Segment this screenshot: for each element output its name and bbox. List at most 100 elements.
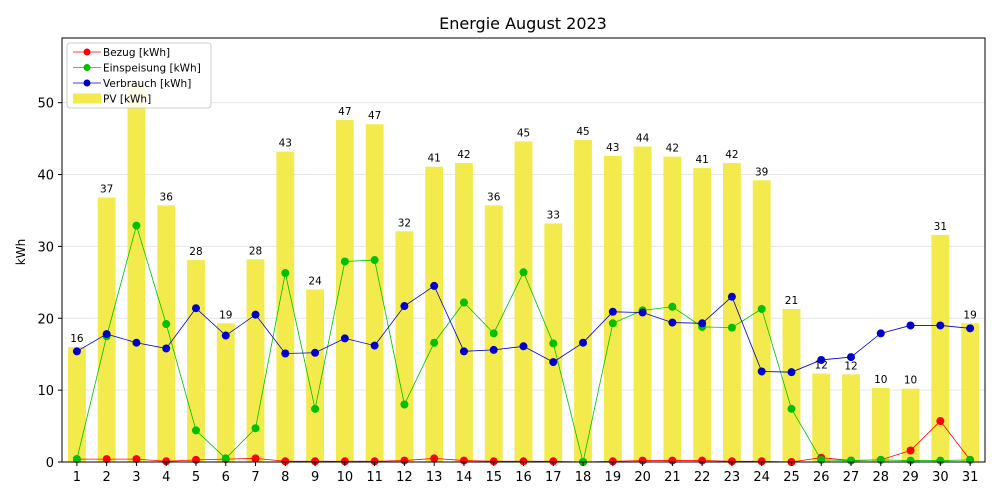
legend-label: Einspeisung [kWh] [103,63,201,75]
series-point [817,355,826,364]
bar-value-label: 28 [189,246,202,258]
bar-value-label: 16 [70,333,84,345]
pv-bar [97,197,116,462]
bar-value-label: 47 [338,106,351,118]
bar-value-label: 37 [100,184,113,196]
series-point [489,345,498,354]
series-point [549,339,558,348]
pv-bar [425,166,444,463]
series-point [727,292,736,301]
series-point [936,456,945,465]
x-tick-label: 4 [162,470,170,485]
series-point [668,456,677,465]
series-point [370,256,379,265]
x-tick-label: 14 [456,470,473,485]
y-tick-label: 0 [46,456,54,471]
series-point [549,358,558,367]
series-point [72,347,81,356]
series-point [221,331,230,340]
series-point [162,320,171,329]
x-tick-label: 29 [902,470,919,485]
series-point [251,424,260,433]
series-point [221,454,230,463]
series-point [698,319,707,328]
pv-bar [306,289,325,462]
bar-value-label: 42 [457,149,470,161]
x-tick-label: 17 [545,470,562,485]
bar-value-label: 32 [398,217,411,229]
series-point [876,329,885,338]
series-point [757,457,766,466]
series-point [132,221,141,230]
pv-bar [574,140,592,462]
series-point [519,342,528,351]
y-tick-label: 10 [37,384,54,399]
bar-value-label: 36 [487,191,501,203]
legend-label: Bezug [kWh] [103,47,170,59]
x-tick-label: 12 [396,470,413,485]
series-point [400,456,409,465]
series-verbrauch [72,281,975,377]
pv-bar [216,323,235,462]
pv-bar [276,151,295,462]
series-point [400,302,409,311]
pv-bar [961,323,980,462]
legend-marker [83,79,91,87]
series-point [251,310,260,319]
series-point [936,321,945,330]
series-point [936,417,945,426]
bar-value-label: 41 [695,154,708,166]
bar-value-label: 45 [517,127,530,139]
pv-bar [752,180,771,463]
pv-bar [395,231,414,462]
bar-value-label: 24 [308,276,322,288]
x-tick-label: 13 [426,470,443,485]
series-point [430,454,439,463]
bar-value-label: 42 [725,149,738,161]
pv-bar [67,347,86,462]
bar-value-label: 10 [874,374,887,386]
series-point [459,298,468,307]
series-point [311,404,320,413]
series-point [132,338,141,347]
line-series [72,221,975,466]
legend-bar-swatch [73,93,101,104]
bar-value-label: 19 [219,309,232,321]
series-point [966,324,975,333]
series-point [102,455,111,464]
x-tick-label: 25 [783,470,800,485]
legend: Bezug [kWh] Einspeisung [kWh] Verbrauch [k… [66,42,212,109]
series-point [787,404,796,413]
x-tick-label: 16 [515,470,532,485]
x-tick-label: 8 [281,470,289,485]
x-tick-label: 31 [962,470,979,485]
series-point [638,456,647,465]
pv-bar [514,141,533,462]
series-point [519,457,528,466]
series-point [757,304,766,313]
x-tick-label: 20 [634,470,651,485]
series-point [251,454,260,463]
series-point [281,457,290,466]
series-point [727,457,736,466]
pv-bar [127,84,146,463]
legend-marker [83,64,91,71]
series-point [906,446,915,455]
series-point [459,347,468,356]
x-tick-label: 10 [337,470,354,485]
bar-value-labels: 16 37 36 28 19 28 43 24 47 47 32 41 42 36 45 33 45 43 44 42… [70,106,977,387]
bar-value-label: 19 [963,309,976,321]
series-point [340,257,349,266]
bar-value-label: 12 [844,360,857,372]
series-point [370,341,379,350]
legend-box [66,42,212,109]
bar-value-label: 47 [368,110,381,122]
series-point [579,338,588,347]
series-einspeisung [72,221,975,466]
series-point [608,307,617,316]
bar-value-label: 41 [427,153,440,165]
series-point [281,268,290,277]
x-tick-label: 6 [222,470,230,485]
series-point [906,321,915,330]
